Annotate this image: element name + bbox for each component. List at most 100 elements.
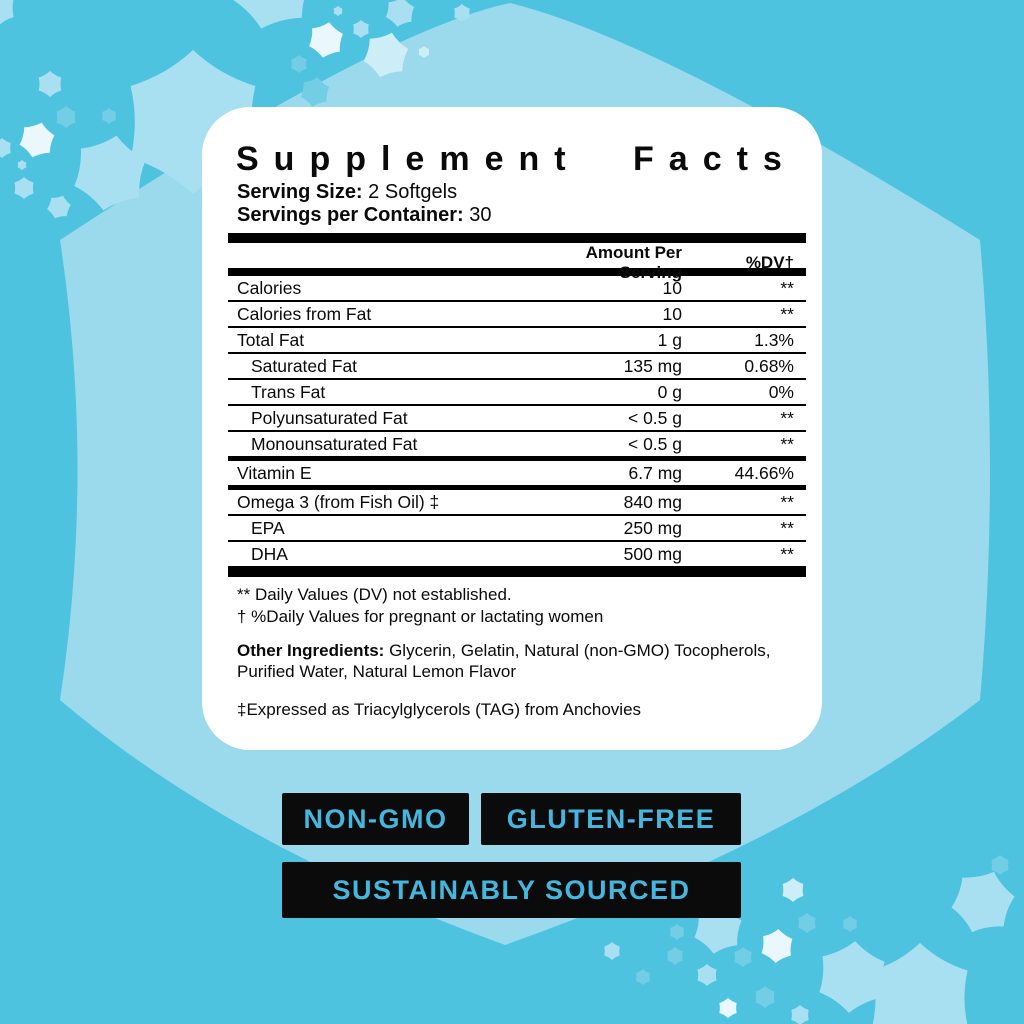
star-shape — [843, 916, 857, 932]
nutrient-label: Calories — [237, 277, 302, 298]
divider-under-header — [228, 268, 806, 276]
star-shape — [74, 135, 146, 211]
star-shape — [697, 964, 717, 986]
tag-footnote: ‡Expressed as Triacylglycerols (TAG) fro… — [237, 700, 642, 719]
star-shape — [636, 969, 650, 985]
star-shape — [14, 177, 34, 199]
star-shape — [47, 195, 71, 219]
other-ingredients: Other Ingredients: Glycerin, Gelatin, Na… — [237, 640, 806, 682]
table-row: Polyunsaturated Fat < 0.5 g ** — [228, 404, 806, 430]
nutrient-amount: 840 mg — [623, 491, 682, 512]
servings-label: Servings per Container: — [237, 204, 464, 226]
nutrient-amount: 500 mg — [623, 543, 682, 564]
star-shape — [991, 855, 1009, 875]
divider-thick-bottom — [228, 566, 806, 577]
gluten-free-badge: GLUTEN-FREE — [481, 793, 741, 845]
star-shape — [670, 924, 684, 940]
nutrient-label: Total Fat — [237, 329, 305, 350]
nutrient-amount: < 0.5 g — [627, 407, 682, 428]
star-shape — [791, 1005, 809, 1024]
divider-thick-top — [228, 233, 806, 243]
star-shape — [872, 943, 968, 1024]
star-shape — [819, 941, 885, 1013]
column-header-dv: %DV† — [745, 253, 794, 272]
nutrition-table: Calories 10 ** Calories from Fat 10 ** T… — [228, 276, 806, 566]
nutrient-label: Omega 3 (from Fish Oil) ‡ — [237, 491, 440, 512]
nutrient-label: EPA — [251, 517, 285, 538]
column-header-amount: Amount Per Serving — [585, 243, 682, 282]
serving-size-line: Serving Size: 2 Softgels — [237, 181, 806, 204]
star-shape — [734, 947, 752, 967]
serving-size-value: 2 Softgels — [368, 181, 458, 203]
star-shape — [56, 106, 76, 128]
nutrient-label: Polyunsaturated Fat — [251, 407, 408, 428]
star-shape — [667, 947, 683, 965]
table-row: Vitamin E 6.7 mg 44.66% — [228, 456, 806, 485]
nutrient-label: Calories from Fat — [237, 303, 372, 324]
nutrient-dv: 0.68% — [744, 355, 794, 376]
nutrient-amount: < 0.5 g — [627, 433, 682, 454]
nutrient-label: Vitamin E — [237, 462, 312, 483]
nutrient-dv: 44.66% — [734, 462, 794, 483]
serving-size-label: Serving Size: — [237, 181, 363, 203]
nutrient-amount: 135 mg — [623, 355, 682, 376]
table-row: Monounsaturated Fat < 0.5 g ** — [228, 430, 806, 456]
servings-value: 30 — [469, 204, 492, 226]
star-shape — [19, 122, 55, 158]
nutrient-amount: 6.7 mg — [628, 462, 683, 483]
nutrient-dv: ** — [780, 543, 794, 564]
star-shape — [333, 6, 343, 16]
table-row: Calories 10 ** — [228, 276, 806, 300]
nutrient-dv: ** — [780, 491, 794, 512]
table-row: Trans Fat 0 g 0% — [228, 378, 806, 404]
star-shape — [291, 55, 307, 73]
star-shape — [353, 20, 369, 38]
star-shape — [418, 46, 430, 58]
star-shape — [798, 913, 816, 933]
star-shape — [951, 871, 1015, 933]
nutrient-label: Trans Fat — [251, 381, 326, 402]
star-shape — [17, 160, 27, 170]
nutrient-amount: 1 g — [657, 329, 682, 350]
nutrient-amount: 10 — [662, 303, 682, 324]
table-row: Omega 3 (from Fish Oil) ‡ 840 mg ** — [228, 485, 806, 514]
star-shape — [761, 929, 793, 963]
star-shape — [300, 77, 330, 107]
star-shape — [309, 22, 343, 58]
star-shape — [38, 71, 62, 97]
nutrient-dv: 1.3% — [754, 329, 794, 350]
nutrient-dv: 0% — [768, 381, 794, 402]
panel-title: Supplement Facts — [236, 140, 797, 178]
table-header-row: Amount Per Serving %DV† — [228, 243, 806, 282]
star-shape — [604, 942, 620, 960]
other-ingredients-label: Other Ingredients: — [237, 641, 385, 660]
star-shape — [385, 0, 415, 27]
star-shape — [454, 4, 470, 22]
star-shape — [0, 0, 14, 25]
star-shape — [231, 0, 313, 29]
table-row: EPA 250 mg ** — [228, 514, 806, 540]
nutrient-dv: ** — [780, 517, 794, 538]
dagger-footnote: † %Daily Values for pregnant or lactatin… — [237, 607, 604, 626]
nutrient-amount: 10 — [662, 277, 682, 298]
star-shape — [363, 32, 409, 78]
table-row: Saturated Fat 135 mg 0.68% — [228, 352, 806, 378]
star-shape — [782, 878, 804, 902]
supplement-facts-panel: Supplement Facts Serving Size: 2 Softgel… — [202, 107, 822, 750]
table-row: DHA 500 mg ** — [228, 540, 806, 566]
star-shape — [0, 138, 11, 158]
nutrient-amount: 0 g — [657, 381, 682, 402]
table-row: Total Fat 1 g 1.3% — [228, 326, 806, 352]
footnotes: ** Daily Values (DV) not established. † … — [237, 584, 806, 628]
servings-per-container-line: Servings per Container: 30 — [237, 204, 806, 227]
sustainably-sourced-badge: SUSTAINABLY SOURCED — [282, 862, 741, 918]
nutrient-label: Saturated Fat — [251, 355, 358, 376]
star-shape — [102, 108, 116, 124]
nutrient-dv: ** — [780, 277, 794, 298]
table-row: Calories from Fat 10 ** — [228, 300, 806, 326]
nutrient-dv: ** — [780, 407, 794, 428]
star-shape — [719, 998, 737, 1018]
nutrient-dv: ** — [780, 433, 794, 454]
non-gmo-badge: NON-GMO — [282, 793, 469, 845]
